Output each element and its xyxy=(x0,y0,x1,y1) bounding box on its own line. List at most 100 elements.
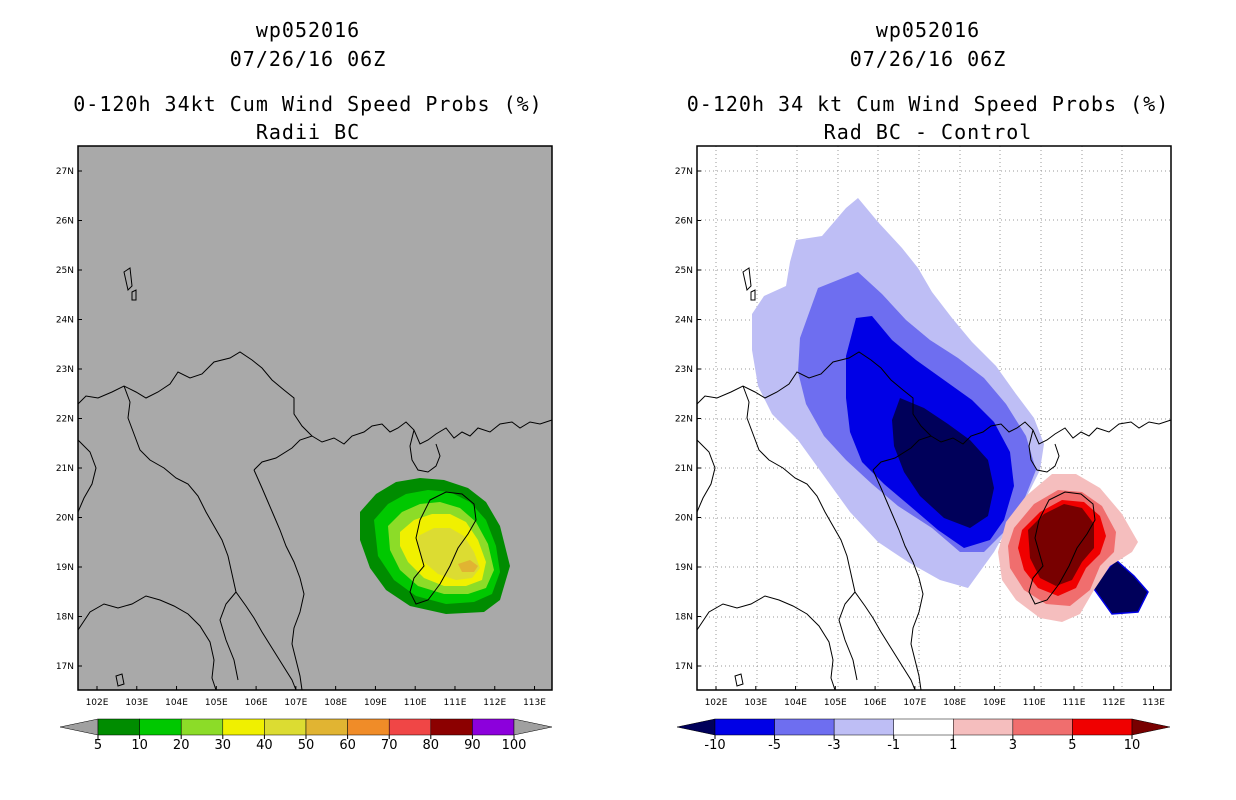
left-storm-id: wp052016 xyxy=(255,18,361,42)
right-colorbar-label: -10 xyxy=(704,738,725,753)
left-lon-label: 110E xyxy=(404,698,427,708)
left-colorbar-swatch xyxy=(472,718,515,736)
right-lon-label: 111E xyxy=(1063,698,1086,708)
left-map xyxy=(77,145,553,691)
left-lon-label: 111E xyxy=(444,698,467,708)
left-colorbar-under xyxy=(59,718,99,736)
left-colorbar-label: 80 xyxy=(423,738,440,753)
left-colorbar-swatch xyxy=(430,718,473,736)
right-lat-label: 21N xyxy=(675,464,693,474)
right-colorbar-under xyxy=(676,718,716,736)
right-colorbar-swatch xyxy=(714,718,775,736)
left-prob-50 xyxy=(458,560,478,572)
left-lat-label: 21N xyxy=(56,464,74,474)
right-colorbar-label: 10 xyxy=(1124,738,1141,753)
left-colorbar-swatch xyxy=(222,718,265,736)
right-lon-label: 110E xyxy=(1023,698,1046,708)
right-lon-label: 113E xyxy=(1142,698,1165,708)
left-lat-label: 19N xyxy=(56,563,74,573)
right-lon-label: 102E xyxy=(705,698,728,708)
left-lat-label: 18N xyxy=(56,613,74,623)
right-lon-label: 103E xyxy=(744,698,767,708)
left-lat-label: 27N xyxy=(56,167,74,177)
right-panel-title: wp052016 07/26/16 06Z 0-120h 34 kt Cum W… xyxy=(648,16,1208,147)
right-lat-label: 20N xyxy=(675,514,693,524)
right-storm-id: wp052016 xyxy=(875,18,981,42)
right-colorbar-swatch xyxy=(1012,718,1073,736)
right-lat-label: 23N xyxy=(675,365,693,375)
left-colorbar-label: 70 xyxy=(381,738,398,753)
left-colorbar-swatch xyxy=(180,718,224,736)
left-colorbar-label: 60 xyxy=(339,738,356,753)
right-lat-label: 26N xyxy=(675,217,693,227)
left-lon-label: 107E xyxy=(284,698,307,708)
left-lat-label: 24N xyxy=(56,316,74,326)
right-lon-label: 104E xyxy=(784,698,807,708)
left-colorbar-over xyxy=(513,718,553,736)
left-lon-label: 102E xyxy=(86,698,109,708)
right-colorbar-over xyxy=(1131,718,1171,736)
right-colorbar-label: 1 xyxy=(949,738,957,753)
right-axis-labels: 102E 103E 104E 105E 106E 107E 108E 109E 110E 111E… xyxy=(675,167,1165,708)
left-colorbar-swatch xyxy=(305,718,348,736)
right-colorbar-label: -5 xyxy=(768,738,781,753)
left-lat-label: 17N xyxy=(56,662,74,672)
right-lon-label: 109E xyxy=(983,698,1006,708)
right-lat-label: 19N xyxy=(675,563,693,573)
left-colorbar-label: 20 xyxy=(173,738,190,753)
right-lat-label: 24N xyxy=(675,316,693,326)
left-datetime: 07/26/16 06Z xyxy=(229,47,387,71)
left-lon-label: 104E xyxy=(165,698,188,708)
left-lon-label: 105E xyxy=(205,698,228,708)
right-subtitle: Rad BC - Control xyxy=(823,120,1033,144)
right-colorbar-label: -1 xyxy=(887,738,900,753)
left-colorbar-label: 30 xyxy=(215,738,232,753)
left-colorbar-swatch xyxy=(139,718,182,736)
left-colorbar-label: 90 xyxy=(464,738,481,753)
right-colorbar-swatch xyxy=(893,718,954,736)
left-colorbar-swatch xyxy=(347,718,390,736)
left-lat-label: 26N xyxy=(56,217,74,227)
right-colorbar-swatch xyxy=(953,718,1014,736)
left-product-title: 0-120h 34kt Cum Wind Speed Probs (%) xyxy=(73,92,543,116)
right-lat-label: 22N xyxy=(675,415,693,425)
left-lat-label: 23N xyxy=(56,365,74,375)
right-map xyxy=(696,145,1172,691)
left-subtitle: Radii BC xyxy=(255,120,361,144)
right-colorbar-swatch xyxy=(1072,718,1133,736)
right-diff-minus10-main xyxy=(892,398,994,528)
right-lon-label: 106E xyxy=(864,698,887,708)
left-colorbar-swatch xyxy=(388,718,432,736)
left-panel-title: wp052016 07/26/16 06Z 0-120h 34kt Cum Wi… xyxy=(28,16,588,147)
left-lon-label: 106E xyxy=(245,698,268,708)
left-lat-label: 22N xyxy=(56,415,74,425)
right-product-title: 0-120h 34 kt Cum Wind Speed Probs (%) xyxy=(686,92,1170,116)
right-lat-label: 27N xyxy=(675,167,693,177)
right-colorbar-swatch xyxy=(774,718,835,736)
left-colorbar-label: 100 xyxy=(502,738,527,753)
right-diff-plus10 xyxy=(1028,504,1094,586)
right-lat-label: 17N xyxy=(675,662,693,672)
left-colorbar-label: 5 xyxy=(94,738,102,753)
right-lat-label: 18N xyxy=(675,613,693,623)
left-lon-label: 103E xyxy=(125,698,148,708)
left-colorbar-swatch xyxy=(264,718,307,736)
left-colorbar-label: 50 xyxy=(298,738,315,753)
right-lon-label: 108E xyxy=(943,698,966,708)
left-colorbar: 5 10 20 30 40 50 60 70 80 90 100 xyxy=(59,718,553,753)
left-lon-label: 112E xyxy=(483,698,506,708)
right-colorbar-label: 5 xyxy=(1068,738,1076,753)
left-colorbar-swatch xyxy=(97,718,140,736)
left-colorbar-label: 10 xyxy=(131,738,148,753)
right-datetime: 07/26/16 06Z xyxy=(849,47,1007,71)
right-colorbar-label: 3 xyxy=(1009,738,1017,753)
left-colorbar-label: 40 xyxy=(256,738,273,753)
right-lon-label: 105E xyxy=(824,698,847,708)
left-lat-label: 25N xyxy=(56,266,74,276)
right-colorbar-swatch xyxy=(833,718,894,736)
right-colorbar: -10 -5 -3 -1 1 3 5 10 xyxy=(676,718,1171,753)
left-lon-label: 109E xyxy=(364,698,387,708)
left-axis-labels: 102E 103E 104E 105E 106E 107E 108E 109E 110E 111E… xyxy=(56,167,546,708)
left-lon-label: 108E xyxy=(324,698,347,708)
